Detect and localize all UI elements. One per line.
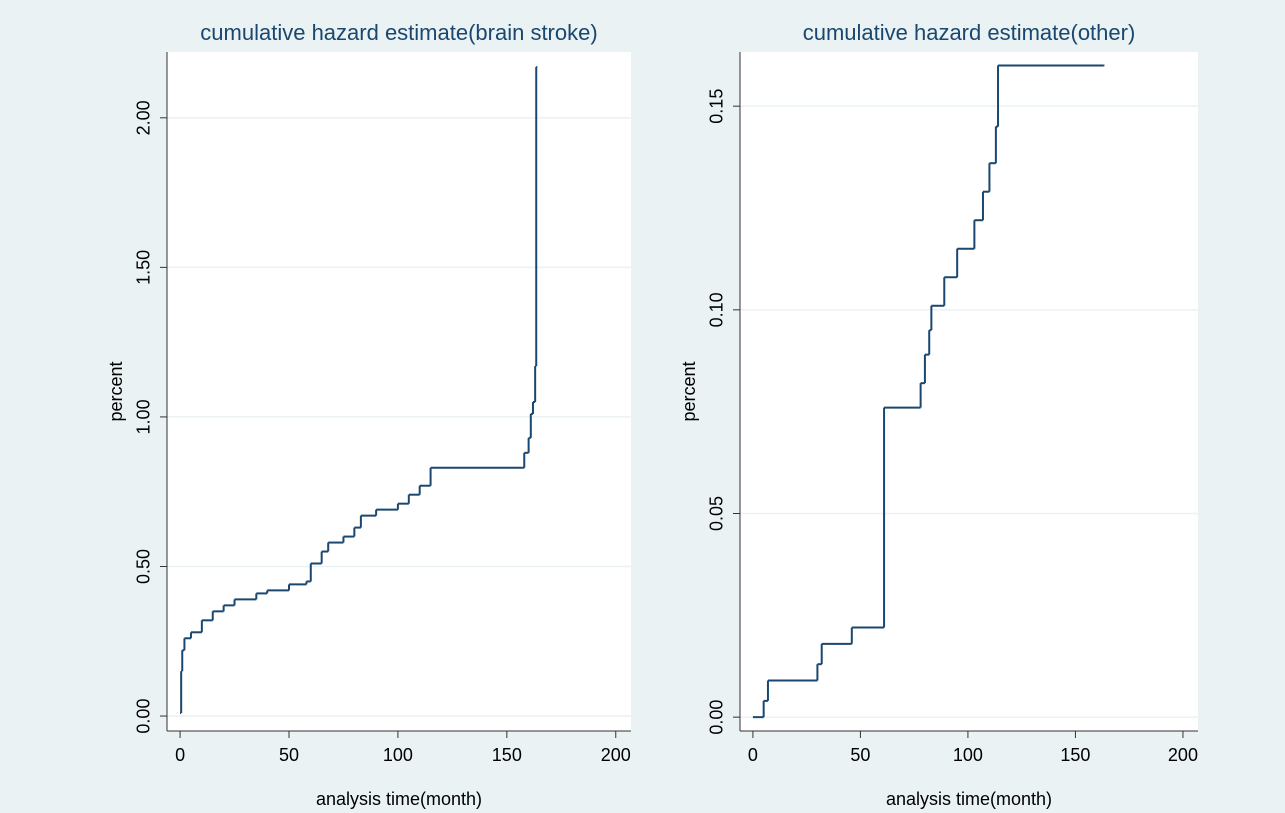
y-tick-label: 1.00: [134, 399, 154, 434]
plot-area: [740, 52, 1198, 731]
y-axis-title: percent: [106, 361, 126, 421]
chart-title: cumulative hazard estimate(brain stroke): [200, 20, 597, 45]
x-tick-label: 0: [175, 745, 185, 765]
y-tick-label: 0.50: [134, 549, 154, 584]
y-tick-label: 0.05: [707, 496, 727, 531]
y-tick-label: 0.00: [134, 699, 154, 734]
y-tick-label: 2.00: [134, 100, 154, 135]
y-tick-label: 1.50: [134, 250, 154, 285]
x-tick-label: 150: [492, 745, 522, 765]
y-axis-title: percent: [679, 361, 699, 421]
x-tick-label: 100: [953, 745, 983, 765]
x-tick-label: 200: [601, 745, 631, 765]
y-tick-label: 0.10: [707, 292, 727, 327]
x-tick-label: 50: [279, 745, 299, 765]
x-tick-label: 50: [850, 745, 870, 765]
x-axis-title: analysis time(month): [316, 789, 482, 809]
x-tick-label: 100: [383, 745, 413, 765]
chart-title: cumulative hazard estimate(other): [803, 20, 1136, 45]
x-axis-title: analysis time(month): [886, 789, 1052, 809]
y-tick-label: 0.15: [707, 89, 727, 124]
y-tick-label: 0.00: [707, 700, 727, 735]
x-tick-label: 0: [748, 745, 758, 765]
plot-area: [167, 52, 631, 731]
x-tick-label: 200: [1168, 745, 1198, 765]
x-tick-label: 150: [1060, 745, 1090, 765]
